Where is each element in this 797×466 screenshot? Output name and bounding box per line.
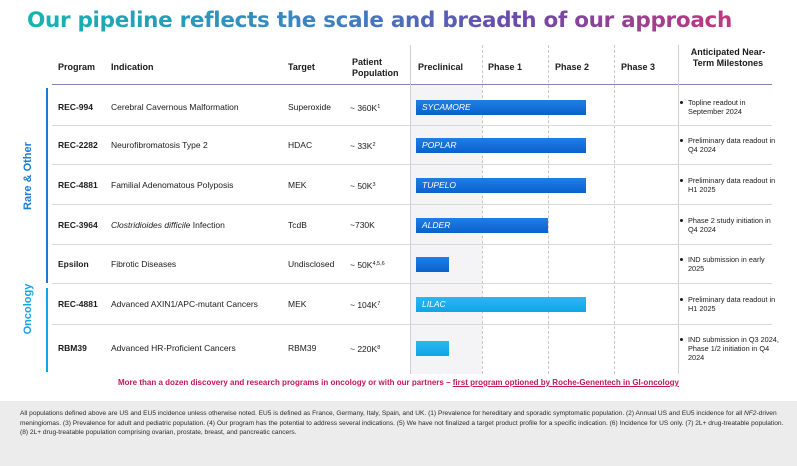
banner-text: More than a dozen discovery and research… [118, 378, 453, 387]
header-patient-population: Patient Population [352, 57, 399, 78]
bullet-icon [680, 139, 683, 142]
header-rule [52, 84, 772, 85]
patient-population: ~ 50K4,5,6 [350, 260, 385, 270]
indication: Familial Adenomatous Polyposis [111, 179, 234, 190]
patient-population: ~ 104K7 [350, 300, 381, 310]
group-label-oncology: Oncology [22, 283, 34, 335]
milestone: Preliminary data readout in Q4 2024 [680, 136, 780, 154]
patient-population: ~ 360K1 [350, 102, 381, 113]
target: TcdB [288, 219, 307, 230]
indication: Neurofibromatosis Type 2 [111, 140, 208, 150]
indication: Cerebral Cavernous Malformation [111, 101, 239, 112]
column-divider [410, 45, 411, 374]
bullet-icon [680, 100, 683, 104]
column-divider [678, 45, 679, 374]
milestone-text: Preliminary data readout in H1 2025 [688, 175, 776, 194]
phase-progress-bar: TUPELO [416, 177, 586, 193]
header-phase-2: Phase 2 [555, 62, 590, 72]
milestone: Preliminary data readout in H1 2025 [680, 295, 780, 313]
footnote-part-2: -driven meningiomas. (3) Prevalence for … [20, 410, 784, 436]
target: Undisclosed [288, 259, 335, 269]
header-program: Program [58, 62, 96, 72]
column-divider [482, 45, 483, 374]
target: Superoxide [288, 101, 332, 112]
program-name: REC-2282 [58, 140, 98, 150]
bullet-icon [680, 178, 683, 182]
milestone: Phase 2 study initiation in Q4 2024 [680, 216, 780, 234]
header-target: Target [288, 62, 315, 72]
phase-progress-bar: ALDER [416, 217, 548, 233]
phase-progress-bar: POPLAR [416, 138, 586, 153]
banner-link[interactable]: first program optioned by Roche-Genentec… [452, 378, 679, 387]
rare-group-bracket [44, 88, 48, 283]
target: MEK [288, 299, 307, 309]
row-divider [52, 125, 772, 126]
footnote-part-1: All populations defined above are US and… [20, 410, 745, 417]
program-name: Epsilon [58, 259, 89, 269]
program-name: REC-994 [58, 101, 93, 112]
patient-population: ~ 50K3 [350, 180, 376, 191]
patient-population: ~730K [350, 219, 375, 230]
indication: Clostridioides difficile Infection [111, 219, 225, 230]
target: HDAC [288, 140, 313, 150]
milestone-text: IND submission in early 2025 [688, 255, 765, 273]
bullet-icon [680, 258, 683, 261]
indication: Advanced HR-Proficient Cancers [111, 343, 236, 353]
row-divider [52, 164, 772, 165]
bullet-icon [680, 337, 683, 341]
milestone-text: Phase 2 study initiation in Q4 2024 [688, 215, 771, 234]
milestone-text: Preliminary data readout in H1 2025 [688, 295, 776, 313]
phase-progress-bar: LILAC [416, 297, 586, 312]
program-name: REC-4881 [58, 179, 98, 190]
patient-population: ~ 33K2 [350, 141, 376, 151]
group-label-rare: Rare & Other [22, 142, 34, 210]
milestone: Topline readout in September 2024 [680, 98, 780, 116]
column-divider [614, 45, 615, 374]
row-divider [52, 244, 772, 245]
header-preclinical: Preclinical [418, 62, 464, 72]
phase-progress-bar [416, 257, 449, 272]
milestone: IND submission in Q3 2024, Phase 1/2 ini… [680, 335, 780, 362]
header-indication: Indication [111, 62, 154, 72]
row-divider [52, 324, 772, 325]
indication: Fibrotic Diseases [111, 259, 177, 269]
milestone: Preliminary data readout in H1 2025 [680, 176, 780, 194]
header-milestones: Anticipated Near-Term Milestones [690, 47, 766, 68]
column-divider [548, 45, 549, 374]
page-title: Our pipeline reflects the scale and brea… [27, 8, 732, 33]
program-name: REC-4881 [58, 299, 98, 309]
milestone: IND submission in early 2025 [680, 255, 780, 273]
target: RBM39 [288, 343, 317, 353]
phase-progress-bar: SYCAMORE [416, 99, 586, 115]
footnote: All populations defined above are US and… [0, 401, 797, 466]
milestone-text: Topline readout in September 2024 [688, 97, 746, 116]
phase-progress-bar [416, 341, 449, 356]
bullet-icon [680, 298, 683, 301]
row-divider [52, 204, 772, 205]
partner-banner: More than a dozen discovery and research… [0, 378, 797, 387]
header-phase-1: Phase 1 [488, 62, 523, 72]
milestone-text: IND submission in Q3 2024, Phase 1/2 ini… [688, 334, 779, 362]
patient-population: ~ 220K8 [350, 344, 381, 354]
milestone-text: Preliminary data readout in Q4 2024 [688, 136, 776, 154]
oncology-group-bracket [44, 288, 48, 372]
indication: Advanced AXIN1/APC-mutant Cancers [111, 299, 258, 309]
footnote-italic: NF2 [744, 410, 757, 417]
row-divider [52, 283, 772, 284]
target: MEK [288, 179, 307, 190]
program-name: REC-3964 [58, 219, 98, 230]
header-phase-3: Phase 3 [621, 62, 656, 72]
program-name: RBM39 [58, 343, 87, 353]
bullet-icon [680, 218, 683, 222]
